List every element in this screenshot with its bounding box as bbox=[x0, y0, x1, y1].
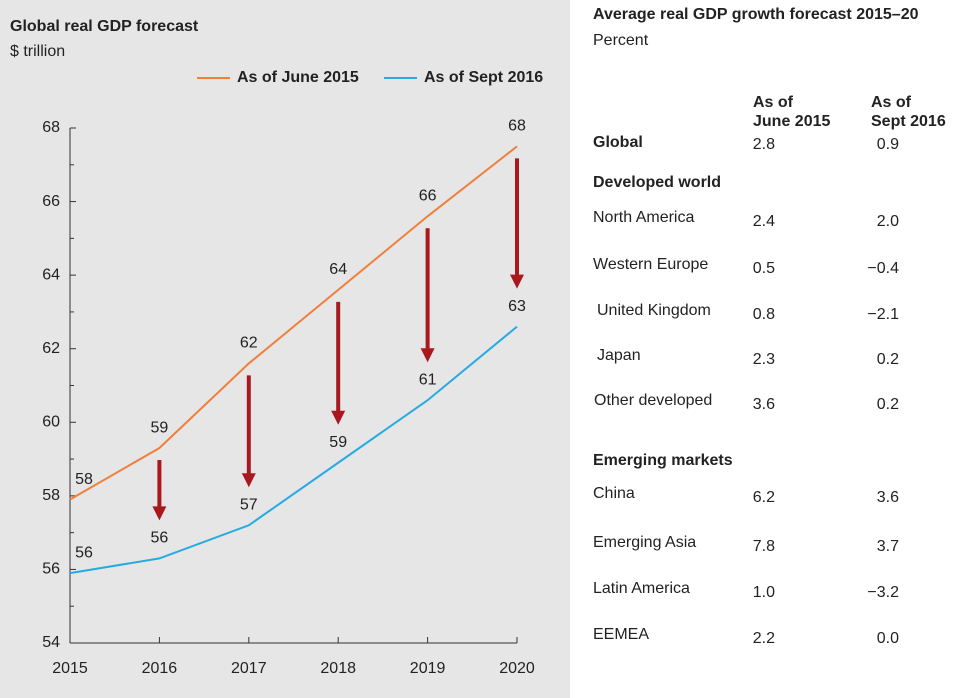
row-label: Japan bbox=[597, 347, 641, 364]
y-tick-label: 60 bbox=[42, 414, 60, 431]
cell-value: 0.2 bbox=[877, 396, 899, 413]
data-label: 62 bbox=[240, 335, 258, 352]
x-tick-label: 2015 bbox=[52, 660, 88, 677]
y-tick-label: 68 bbox=[42, 119, 60, 136]
row-label: EEMEA bbox=[593, 626, 649, 643]
column-header: As of bbox=[753, 94, 794, 111]
legend-label: As of Sept 2016 bbox=[424, 69, 543, 86]
y-tick-label: 62 bbox=[42, 340, 60, 357]
data-label: 61 bbox=[419, 371, 437, 388]
cell-value: 2.8 bbox=[753, 136, 775, 153]
row-label: Other developed bbox=[594, 392, 712, 409]
data-label: 59 bbox=[329, 434, 347, 451]
x-tick-label: 2019 bbox=[410, 660, 446, 677]
cell-value: 0.8 bbox=[753, 306, 775, 323]
change-arrowhead bbox=[241, 473, 256, 488]
cell-value: 0.5 bbox=[753, 260, 775, 277]
cell-value: 3.6 bbox=[753, 396, 775, 413]
chart-subtitle: $ trillion bbox=[10, 43, 65, 60]
row-label: Western Europe bbox=[593, 256, 708, 273]
data-label: 64 bbox=[329, 261, 347, 278]
x-tick-label: 2017 bbox=[231, 660, 267, 677]
change-arrowhead bbox=[152, 506, 167, 521]
chart-panel bbox=[0, 0, 570, 698]
section-label: Emerging markets bbox=[593, 452, 733, 469]
row-label: Emerging Asia bbox=[593, 534, 696, 551]
cell-value: 2.2 bbox=[753, 630, 775, 647]
data-label: 57 bbox=[240, 497, 258, 514]
change-arrowhead bbox=[420, 348, 435, 363]
data-label: 66 bbox=[419, 188, 437, 205]
cell-value: 2.3 bbox=[753, 351, 775, 368]
change-arrowhead bbox=[331, 410, 346, 425]
row-label: China bbox=[593, 485, 635, 502]
y-tick-label: 64 bbox=[42, 266, 60, 283]
column-header: As of bbox=[871, 94, 912, 111]
cell-value: −3.2 bbox=[867, 584, 899, 601]
series-line bbox=[69, 325, 518, 575]
cell-value: 1.0 bbox=[753, 584, 775, 601]
cell-value: 6.2 bbox=[753, 489, 775, 506]
column-header: Sept 2016 bbox=[871, 113, 946, 130]
data-label: 59 bbox=[151, 419, 169, 436]
y-tick-label: 58 bbox=[42, 487, 60, 504]
cell-value: 7.8 bbox=[753, 538, 775, 555]
cell-value: 3.7 bbox=[877, 538, 899, 555]
section-label: Developed world bbox=[593, 174, 721, 191]
cell-value: 3.6 bbox=[877, 489, 899, 506]
row-label: Global bbox=[593, 134, 643, 151]
cell-value: 2.4 bbox=[753, 213, 775, 230]
cell-value: 0.2 bbox=[877, 351, 899, 368]
legend-label: As of June 2015 bbox=[237, 69, 359, 86]
chart-title: Global real GDP forecast bbox=[10, 18, 199, 35]
x-tick-label: 2018 bbox=[320, 660, 356, 677]
data-label: 58 bbox=[75, 471, 93, 488]
cell-value: 2.0 bbox=[877, 213, 899, 230]
table-subtitle: Percent bbox=[593, 32, 649, 49]
series-line bbox=[69, 145, 518, 501]
data-label: 63 bbox=[508, 298, 526, 315]
x-tick-label: 2016 bbox=[142, 660, 178, 677]
cell-value: 0.0 bbox=[877, 630, 899, 647]
row-label: North America bbox=[593, 209, 694, 226]
y-tick-label: 66 bbox=[42, 193, 60, 210]
cell-value: 0.9 bbox=[877, 136, 899, 153]
row-label: Latin America bbox=[593, 580, 690, 597]
y-tick-label: 54 bbox=[42, 634, 60, 651]
data-label: 56 bbox=[151, 530, 169, 547]
change-arrowhead bbox=[510, 274, 524, 289]
x-tick-label: 2020 bbox=[499, 660, 535, 677]
table-title: Average real GDP growth forecast 2015–20 bbox=[593, 6, 919, 23]
cell-value: −2.1 bbox=[867, 306, 899, 323]
y-tick-label: 56 bbox=[42, 561, 60, 578]
data-label: 56 bbox=[75, 544, 93, 561]
cell-value: −0.4 bbox=[867, 260, 899, 277]
data-label: 68 bbox=[508, 118, 526, 135]
column-header: June 2015 bbox=[753, 113, 830, 130]
row-label: United Kingdom bbox=[597, 302, 711, 319]
